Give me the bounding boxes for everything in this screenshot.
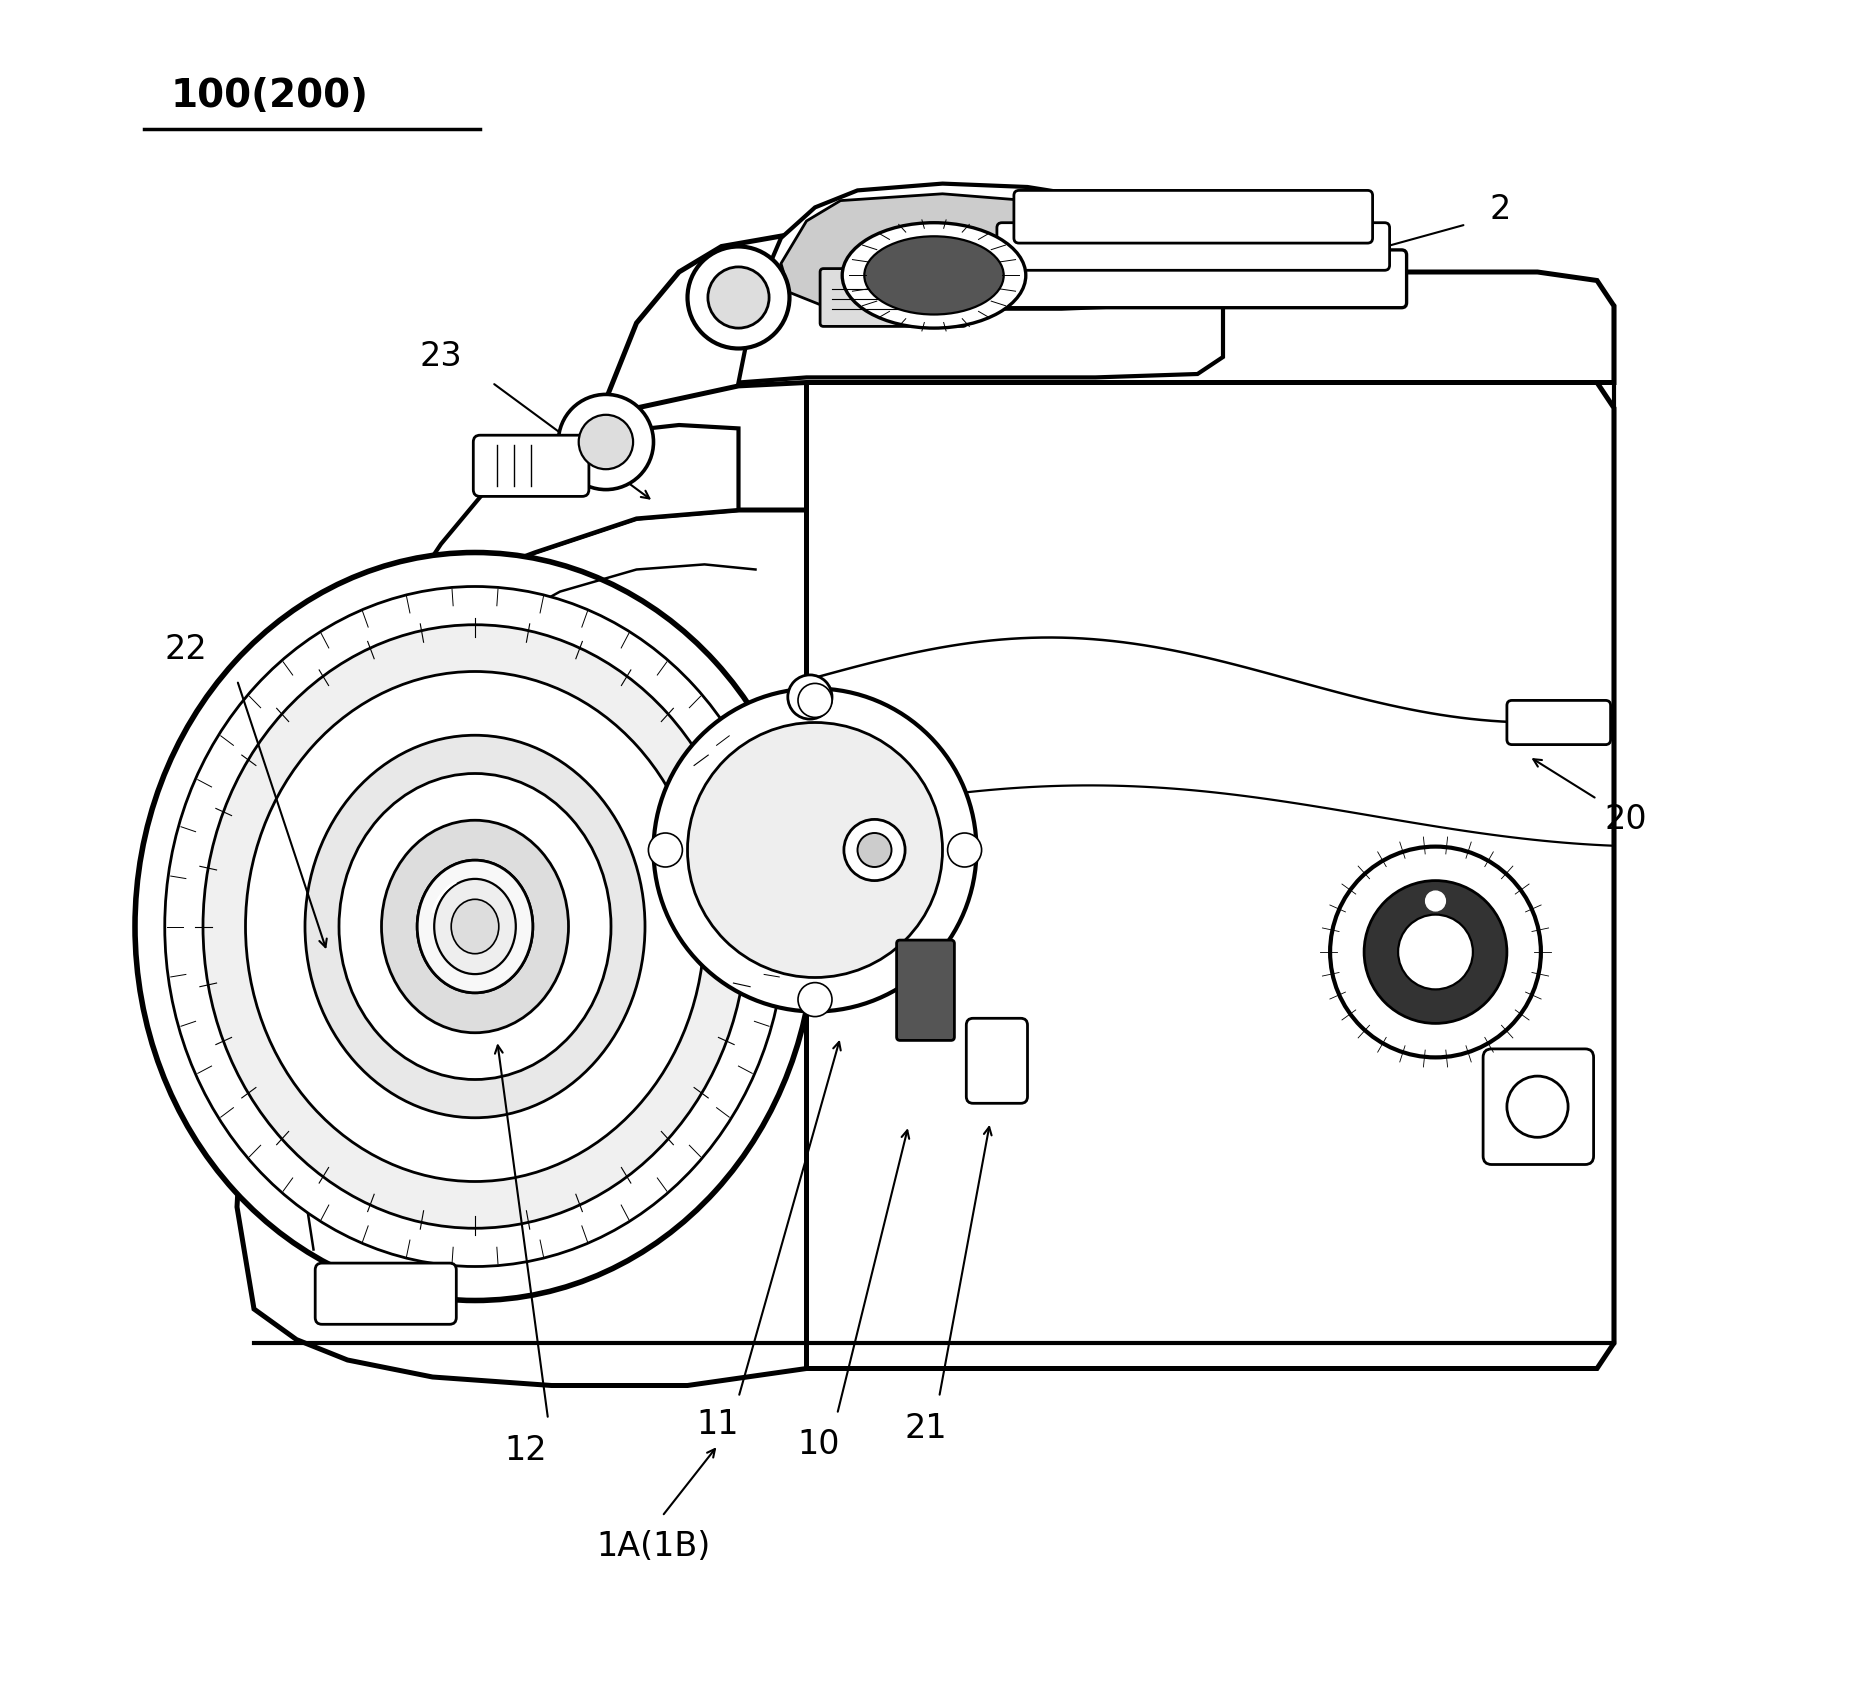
Circle shape	[857, 833, 892, 867]
Ellipse shape	[339, 774, 611, 1080]
Ellipse shape	[204, 626, 748, 1227]
FancyBboxPatch shape	[1483, 1049, 1594, 1165]
FancyBboxPatch shape	[966, 1018, 1027, 1103]
Circle shape	[653, 688, 977, 1011]
Circle shape	[559, 394, 653, 490]
Text: 20: 20	[1605, 802, 1647, 836]
Text: 10: 10	[798, 1428, 840, 1462]
Text: 11: 11	[696, 1408, 739, 1442]
Text: 23: 23	[420, 340, 463, 374]
FancyBboxPatch shape	[315, 1263, 457, 1324]
Circle shape	[1331, 847, 1540, 1057]
FancyBboxPatch shape	[820, 269, 966, 326]
Circle shape	[687, 722, 942, 978]
Circle shape	[648, 833, 683, 867]
Ellipse shape	[452, 899, 498, 954]
Ellipse shape	[435, 879, 516, 974]
Circle shape	[798, 983, 831, 1017]
Circle shape	[789, 675, 831, 719]
Text: 21: 21	[903, 1411, 948, 1445]
Text: 100(200): 100(200)	[170, 76, 368, 114]
FancyBboxPatch shape	[1014, 190, 1373, 243]
Ellipse shape	[135, 552, 814, 1300]
Circle shape	[1398, 915, 1473, 989]
Ellipse shape	[381, 821, 568, 1034]
FancyBboxPatch shape	[979, 250, 1407, 308]
Ellipse shape	[246, 672, 705, 1182]
Polygon shape	[237, 510, 807, 1386]
Ellipse shape	[864, 236, 1003, 314]
Polygon shape	[807, 382, 1614, 1368]
Polygon shape	[568, 235, 1614, 510]
Polygon shape	[407, 425, 739, 595]
Circle shape	[687, 246, 790, 348]
Text: 22: 22	[165, 632, 207, 666]
Ellipse shape	[416, 860, 533, 993]
Text: 1A(1B): 1A(1B)	[596, 1530, 711, 1564]
FancyBboxPatch shape	[474, 435, 589, 496]
Text: 2: 2	[1490, 192, 1510, 226]
Text: 12: 12	[505, 1433, 548, 1467]
Circle shape	[579, 415, 633, 469]
Ellipse shape	[842, 223, 1025, 328]
Ellipse shape	[305, 734, 644, 1119]
Circle shape	[1364, 881, 1507, 1023]
Circle shape	[798, 683, 831, 717]
Circle shape	[948, 833, 981, 867]
Circle shape	[1507, 1076, 1568, 1137]
Circle shape	[844, 819, 905, 881]
Polygon shape	[781, 194, 1172, 309]
Ellipse shape	[165, 586, 785, 1266]
FancyBboxPatch shape	[896, 940, 955, 1040]
FancyBboxPatch shape	[998, 223, 1390, 270]
Circle shape	[1427, 892, 1444, 910]
Polygon shape	[739, 184, 1224, 382]
Circle shape	[707, 267, 770, 328]
Ellipse shape	[416, 860, 533, 993]
FancyBboxPatch shape	[1507, 700, 1610, 745]
